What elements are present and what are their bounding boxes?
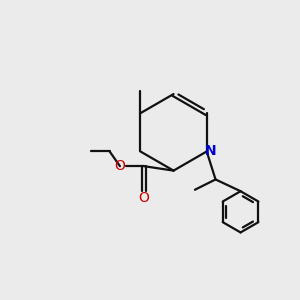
Text: O: O [139, 191, 149, 205]
Text: O: O [115, 159, 125, 173]
Text: N: N [204, 145, 216, 158]
